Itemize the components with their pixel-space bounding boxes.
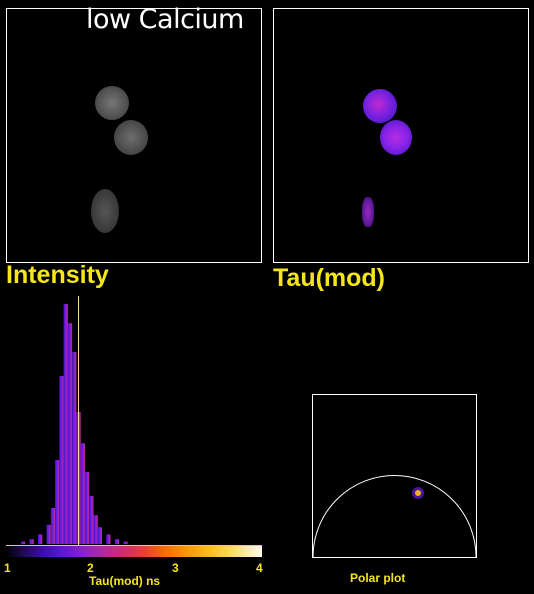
intensity-cell-1: [95, 86, 129, 120]
histogram-bar: [123, 541, 128, 544]
universal-semicircle: [313, 475, 476, 557]
histogram-bar: [50, 508, 56, 544]
histogram-bar: [67, 323, 73, 544]
tick-label: 1: [4, 561, 11, 575]
polar-plot: [312, 394, 477, 558]
tau-image: [273, 8, 529, 263]
histogram-bar: [63, 304, 68, 544]
histogram-bar: [37, 534, 43, 544]
polar-plot-label: Polar plot: [350, 571, 406, 585]
histogram-bar: [106, 534, 111, 544]
histogram-bar: [93, 515, 98, 544]
histogram-bar: [72, 352, 77, 544]
intensity-cell-3: [91, 189, 119, 233]
tick-label: 2: [87, 561, 94, 575]
lifetime-colorbar: [6, 546, 262, 557]
histogram-bar: [114, 539, 120, 544]
lifetime-histogram: [20, 296, 128, 546]
intensity-caption: Intensity: [6, 261, 109, 289]
histogram-bar: [97, 527, 103, 544]
tau-cell-1: [363, 89, 397, 123]
histogram-bar: [20, 541, 26, 544]
histogram-bar: [46, 524, 51, 544]
tick-label: 4: [256, 561, 263, 575]
tau-cell-2: [380, 120, 412, 155]
histogram-bar: [84, 472, 90, 544]
histogram-bar: [80, 443, 85, 544]
histogram-bar: [55, 460, 60, 544]
tick-label: 3: [172, 561, 179, 575]
histogram-axis-label: Tau(mod) ns: [89, 574, 161, 588]
intensity-cell-2: [114, 120, 148, 155]
phasor-cluster-core: [415, 490, 421, 496]
tau-caption: Tau(mod): [273, 264, 386, 292]
condition-label: low Calcium: [86, 4, 244, 35]
histogram-bar: [59, 376, 64, 544]
histogram-bar: [89, 496, 94, 544]
histogram-bar: [29, 539, 34, 544]
colorbar-frame: [6, 545, 262, 546]
tau-cell-3: [362, 197, 374, 227]
intensity-image: [6, 8, 262, 263]
